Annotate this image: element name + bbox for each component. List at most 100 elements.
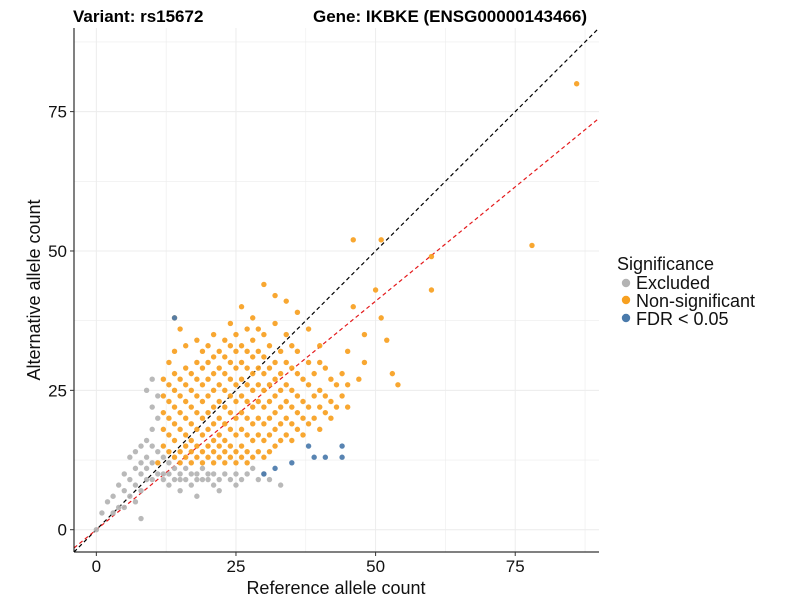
data-point-non-significant [244,448,250,455]
data-point-excluded [127,493,133,499]
data-point-non-significant [317,359,323,366]
data-point-non-significant [205,376,211,382]
data-point-non-significant [177,326,183,332]
data-point-fdr-0-05 [261,471,267,477]
data-point-non-significant [233,448,239,455]
data-point-non-significant [194,426,200,433]
reference-line-fit [73,117,600,549]
data-point-non-significant [372,287,379,293]
data-point-non-significant [261,454,267,460]
data-point-non-significant [573,81,580,87]
data-point-excluded [216,487,222,494]
data-point-non-significant [389,370,396,377]
data-point-non-significant [222,421,228,427]
data-point-non-significant [350,237,356,243]
data-point-non-significant [277,437,284,444]
data-point-excluded [138,487,144,494]
x-tick-label: 0 [92,557,101,576]
data-points [93,81,580,533]
chart-title-variant: Variant: rs15672 [73,7,203,26]
data-point-non-significant [244,460,250,466]
data-point-excluded [188,482,194,488]
data-point-non-significant [328,415,334,421]
data-point-non-significant [272,359,278,366]
data-point-non-significant [222,387,228,394]
data-point-non-significant [171,454,178,460]
data-point-non-significant [199,432,206,438]
data-point-non-significant [311,415,317,421]
data-point-non-significant [283,415,289,421]
data-point-non-significant [277,370,284,377]
data-point-non-significant [177,409,183,416]
data-point-non-significant [205,443,211,449]
data-point-fdr-0-05 [339,454,345,460]
data-point-non-significant [250,337,256,343]
data-point-non-significant [188,387,194,394]
data-point-non-significant [244,382,250,388]
data-point-non-significant [261,437,267,444]
data-point-non-significant [171,348,178,355]
data-point-non-significant [428,287,435,293]
data-point-non-significant [160,393,167,399]
data-point-fdr-0-05 [339,443,345,449]
data-point-non-significant [183,343,189,349]
data-point-excluded [155,393,161,399]
data-point-non-significant [378,237,384,243]
data-point-non-significant [283,298,289,304]
data-point-non-significant [339,393,345,399]
data-point-non-significant [227,359,234,366]
data-point-non-significant [227,409,234,416]
data-point-excluded [132,482,139,488]
data-point-non-significant [210,437,217,444]
data-point-non-significant [216,432,222,438]
x-axis-title: Reference allele count [246,578,425,598]
data-point-non-significant [210,460,217,466]
legend-key-non-significant [621,295,631,305]
data-point-non-significant [283,398,289,405]
data-point-non-significant [250,387,256,394]
data-point-excluded [132,499,139,505]
data-point-non-significant [289,365,295,371]
data-point-non-significant [328,398,334,405]
data-point-non-significant [183,365,189,371]
data-point-non-significant [255,398,262,405]
data-point-non-significant [210,448,217,455]
data-point-excluded [143,454,150,460]
data-point-non-significant [183,432,189,438]
data-point-non-significant [250,454,256,460]
data-point-non-significant [183,382,189,388]
data-point-non-significant [194,409,200,416]
data-point-excluded [255,476,262,483]
data-point-non-significant [160,376,167,382]
data-point-non-significant [160,409,167,416]
legend-label-fdr: FDR < 0.05 [636,309,729,329]
data-point-non-significant [210,421,217,427]
data-point-fdr-0-05 [171,315,178,321]
data-point-non-significant [529,242,535,249]
data-point-non-significant [238,454,245,460]
data-point-non-significant [300,432,306,438]
data-point-non-significant [277,421,284,427]
data-point-non-significant [289,421,295,427]
data-point-non-significant [283,382,289,388]
data-point-non-significant [266,415,273,421]
data-point-excluded [160,454,167,460]
data-point-non-significant [210,354,217,360]
data-point-excluded [244,471,250,477]
data-point-non-significant [238,359,245,366]
data-point-fdr-0-05 [272,465,278,472]
data-point-excluded [110,510,116,516]
data-point-non-significant [289,387,295,394]
data-point-non-significant [250,315,256,321]
data-point-excluded [250,465,256,472]
data-point-non-significant [210,331,217,338]
data-point-non-significant [272,393,278,399]
data-point-excluded [183,465,189,472]
data-point-excluded [143,465,150,472]
data-point-excluded [149,460,155,466]
data-point-non-significant [272,292,278,299]
data-point-non-significant [166,398,172,405]
data-point-excluded [127,454,133,460]
data-point-non-significant [244,348,250,355]
data-point-non-significant [210,404,217,410]
